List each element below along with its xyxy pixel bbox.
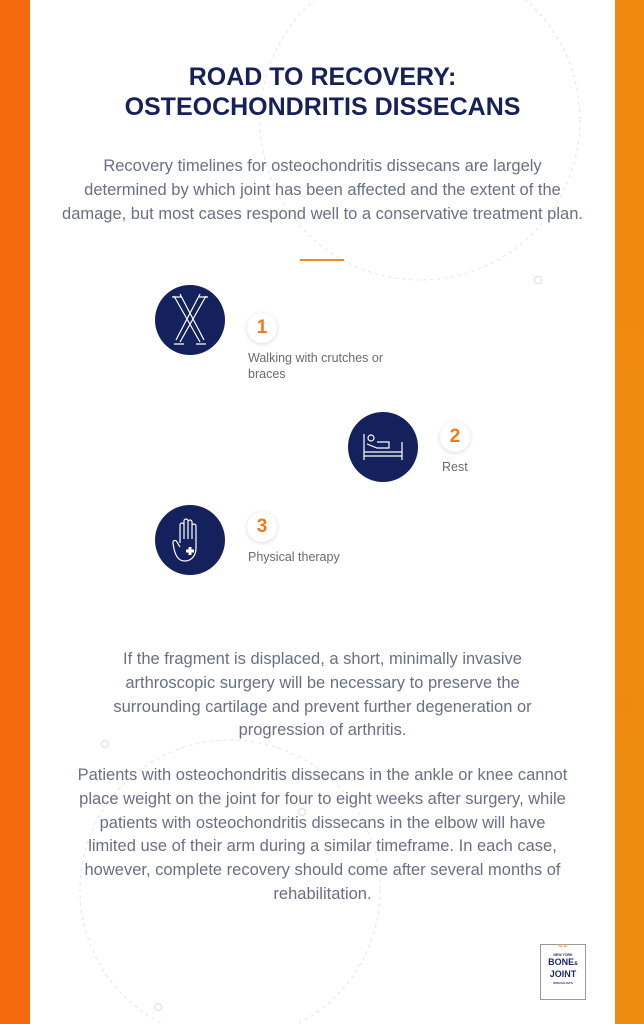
paragraph-recovery: Patients with osteochondritis dissecans …	[77, 766, 568, 903]
left-orange-bar	[0, 0, 30, 1024]
step-3-number: 3	[247, 512, 277, 542]
page-title: ROAD TO RECOVERY: OSTEOCHONDRITIS DISSECA…	[124, 63, 521, 121]
crutches-icon	[155, 285, 225, 355]
logo-figure-icon: 〰	[558, 941, 568, 951]
step-2-label: Rest	[442, 460, 468, 474]
step-3-label: Physical therapy	[248, 550, 340, 564]
bed-icon	[348, 412, 418, 482]
intro-text: Recovery timelines for osteochondritis d…	[62, 157, 583, 223]
paragraph-surgery: If the fragment is displaced, a short, m…	[113, 650, 532, 740]
step-1-label: Walking with crutches or braces	[248, 351, 383, 381]
step-1-number: 1	[247, 313, 277, 343]
company-logo: 〰 NEW YORK BONE& JOINT SPECIALISTS	[540, 941, 586, 1000]
hand-plus-icon	[155, 505, 225, 575]
divider	[300, 259, 344, 261]
right-orange-bar	[615, 0, 644, 1024]
step-2-number: 2	[440, 422, 470, 452]
